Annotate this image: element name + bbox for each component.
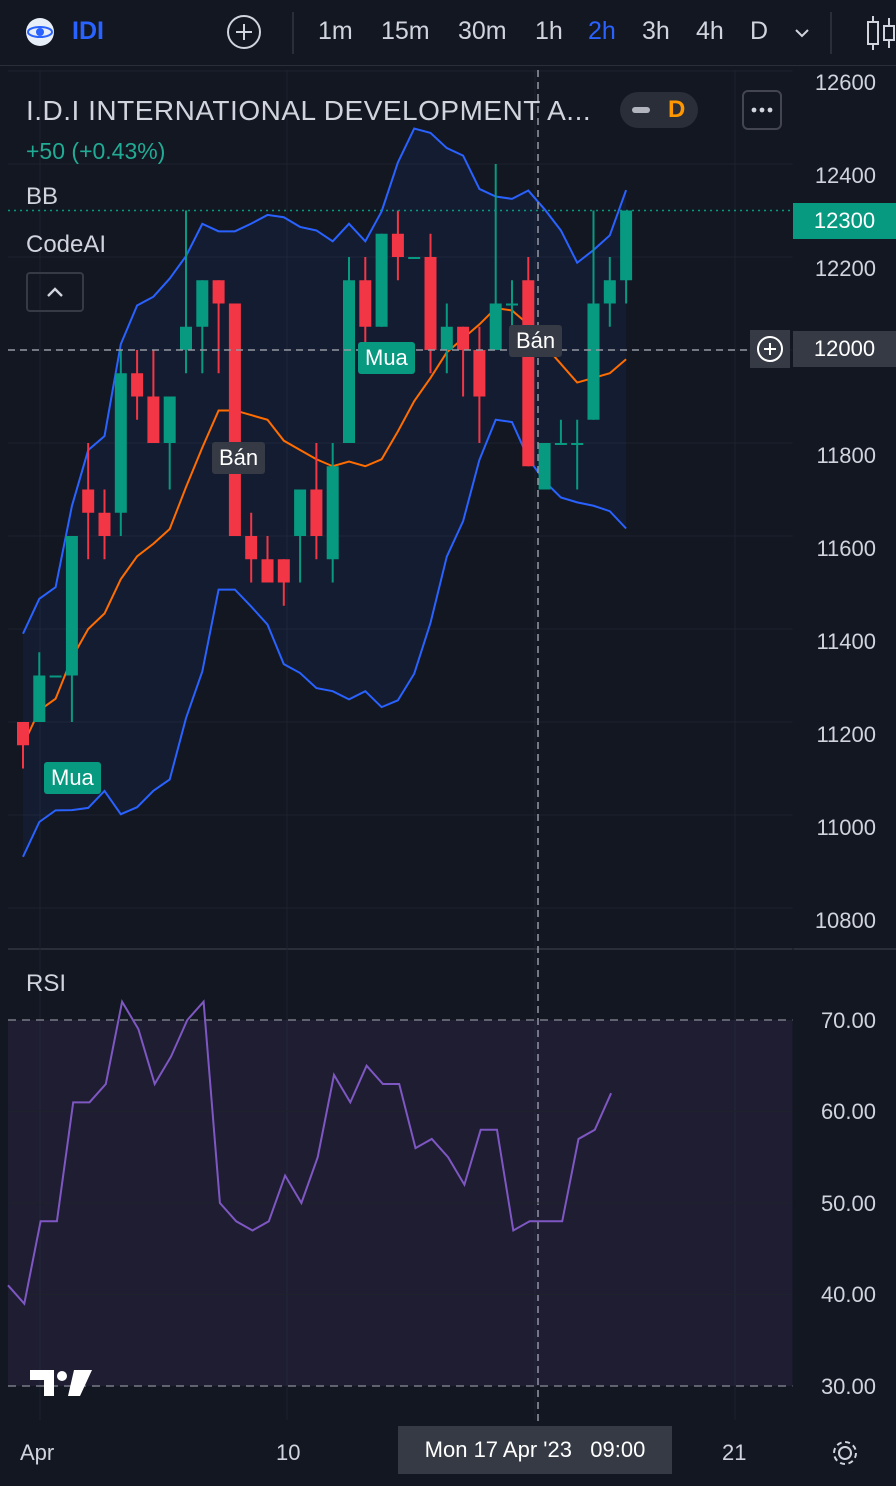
rsi-line xyxy=(7,998,613,1306)
candle-body xyxy=(554,443,567,445)
price-axis-label: 10800 xyxy=(814,908,876,933)
candle-body xyxy=(82,489,95,513)
candle-body xyxy=(359,280,372,327)
pill-icon xyxy=(632,107,650,113)
candle-body xyxy=(506,303,518,306)
candle-body xyxy=(587,303,600,420)
interval-4h[interactable]: 4h xyxy=(696,17,724,45)
candle-body xyxy=(620,210,633,281)
crosshair-time-tag: Mon 17 Apr '23 09:00 xyxy=(398,1426,672,1474)
add-symbol-icon[interactable] xyxy=(224,12,264,52)
candle-body xyxy=(424,257,437,350)
candle-body xyxy=(180,326,192,350)
candle-body xyxy=(147,396,160,443)
chevron-down-icon[interactable] xyxy=(792,23,812,43)
candle-body xyxy=(277,559,290,583)
candlestick-chart-type-icon[interactable] xyxy=(864,12,896,54)
price-axis-label: 11200 xyxy=(816,722,876,747)
legend-symbol-title: I.D.I INTERNATIONAL DEVELOPMENT A... xyxy=(26,95,592,126)
chevron-up-icon xyxy=(47,287,63,297)
candle-body xyxy=(294,489,307,536)
price-axis-label: 11800 xyxy=(816,443,876,468)
bollinger-upper-line xyxy=(22,127,628,635)
time-axis-label: 10 xyxy=(276,1440,301,1465)
candle-body xyxy=(440,326,453,350)
candle-body xyxy=(522,280,535,467)
time-axis-label: 21 xyxy=(722,1440,747,1465)
price-axis-label: 11000 xyxy=(816,815,876,840)
market-status-badge[interactable]: D xyxy=(620,92,698,128)
rsi-indicator-title[interactable]: RSI xyxy=(26,970,67,997)
candle-body xyxy=(408,257,421,259)
candle-body xyxy=(326,466,339,560)
signal-sell-label: Bán xyxy=(509,325,563,357)
interval-30m[interactable]: 30m xyxy=(458,17,507,45)
price-axis-label: 11600 xyxy=(816,536,876,561)
crosshair-add-button[interactable] xyxy=(750,330,790,368)
toolbar-divider xyxy=(830,12,832,54)
badge-letter: D xyxy=(668,96,686,123)
rsi-axis-label: 40.00 xyxy=(820,1282,876,1307)
candle-body xyxy=(310,489,323,536)
indicator-codeai-label[interactable]: CodeAI xyxy=(26,231,107,258)
candle-body xyxy=(538,443,551,490)
indicator-bb-label[interactable]: BB xyxy=(26,183,59,210)
time-axis-label: Apr xyxy=(20,1440,55,1465)
plus-circle-icon xyxy=(757,336,783,362)
toolbar-divider xyxy=(292,12,294,54)
interval-D[interactable]: D xyxy=(750,17,769,45)
candle-body xyxy=(212,280,225,304)
candle-body xyxy=(375,233,388,327)
candle-body xyxy=(343,280,355,443)
interval-15m[interactable]: 15m xyxy=(381,17,430,45)
candle-body xyxy=(98,512,111,536)
price-axis-label: 12400 xyxy=(814,163,876,188)
candle-body xyxy=(603,280,616,304)
candle-body xyxy=(473,350,486,397)
candle-body xyxy=(489,303,502,350)
collapse-legend-button[interactable] xyxy=(26,272,84,312)
interval-2h[interactable]: 2h xyxy=(588,17,616,45)
candle-body xyxy=(131,373,144,397)
candle-body xyxy=(391,233,404,257)
candle-body xyxy=(49,675,62,678)
interval-1h[interactable]: 1h xyxy=(535,17,563,45)
symbol-logo-icon[interactable] xyxy=(22,16,58,48)
candle-body xyxy=(261,559,274,583)
candle-body xyxy=(457,326,470,350)
rsi-axis-label: 30.00 xyxy=(820,1374,876,1399)
crosshair-price-tag: 12000 xyxy=(793,331,896,367)
price-pane-bg xyxy=(8,70,793,948)
rsi-axis-label: 60.00 xyxy=(820,1099,876,1124)
price-axis-label: 12200 xyxy=(814,256,876,281)
symbol-name[interactable]: IDI xyxy=(72,17,104,45)
candle-body xyxy=(571,443,584,445)
candle-body xyxy=(17,722,29,746)
candle-body xyxy=(163,396,176,443)
price-axis-label: 12600 xyxy=(814,70,876,95)
more-dots-icon xyxy=(751,107,773,113)
signal-buy-label: Mua xyxy=(358,342,415,374)
tradingview-logo-icon[interactable] xyxy=(30,1366,94,1400)
top-toolbar: IDI 1m 15m 30m 1h 2h 3h 4h D xyxy=(0,0,896,66)
signal-buy-label: Mua xyxy=(44,762,101,794)
bollinger-band-fill xyxy=(23,128,627,857)
last-price-tag: 12300 xyxy=(793,203,896,239)
price-axis-label: 11400 xyxy=(816,629,876,654)
rsi-axis-label: 50.00 xyxy=(820,1191,876,1216)
candle-body xyxy=(114,373,127,513)
legend-price-change: +50 (+0.43%) xyxy=(26,138,166,164)
candle-body xyxy=(228,303,241,536)
candle-body xyxy=(196,280,209,327)
signal-sell-label: Bán xyxy=(212,442,266,474)
rsi-axis-label: 70.00 xyxy=(820,1008,876,1033)
more-options-button[interactable] xyxy=(742,90,782,130)
candle-body xyxy=(33,675,46,722)
gear-icon[interactable] xyxy=(828,1436,862,1470)
candle-body xyxy=(245,536,258,560)
interval-1m[interactable]: 1m xyxy=(318,17,353,45)
candle-body xyxy=(65,536,78,676)
interval-3h[interactable]: 3h xyxy=(642,17,670,45)
